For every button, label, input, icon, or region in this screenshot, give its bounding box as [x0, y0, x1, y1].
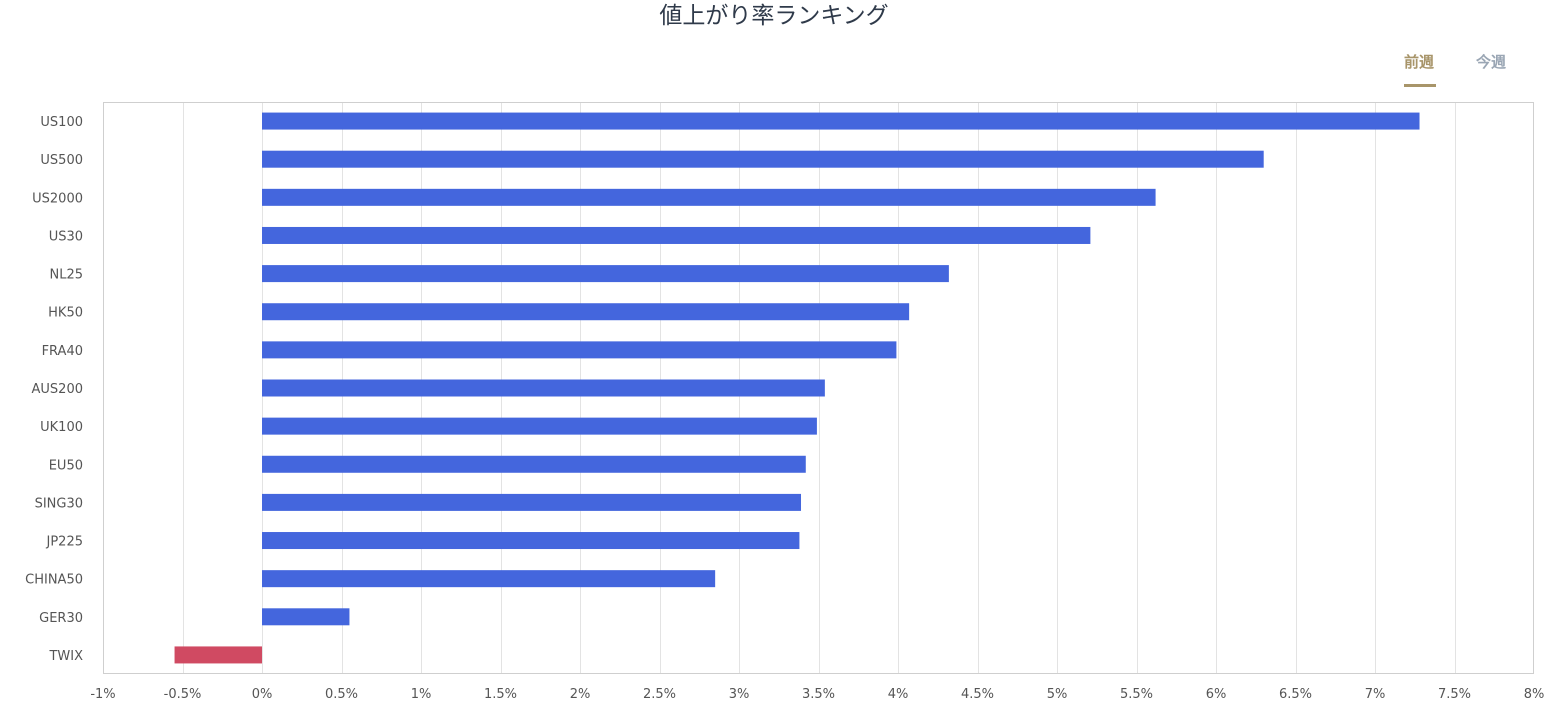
- x-tick-label: 1.5%: [484, 687, 517, 702]
- bar-eu50: [262, 455, 806, 473]
- bar-twix: [174, 646, 262, 664]
- x-tick-label: 5%: [1047, 687, 1068, 702]
- x-tick-label: 0.5%: [325, 687, 358, 702]
- y-tick-label: CHINA50: [25, 573, 83, 588]
- y-tick-label: US500: [40, 153, 83, 168]
- chart-title: 値上がり率ランキング: [659, 3, 889, 29]
- y-tick-label: AUS200: [32, 382, 83, 397]
- x-tick-label: 1%: [411, 687, 432, 702]
- x-tick-label: 6%: [1206, 687, 1227, 702]
- tab-this-week[interactable]: 今週: [1476, 53, 1507, 71]
- x-tick-label: 5.5%: [1120, 687, 1153, 702]
- period-tabs: 前週 今週: [1398, 50, 1528, 90]
- y-tick-label: HK50: [48, 306, 83, 321]
- bar-us2000: [262, 188, 1156, 206]
- y-tick-label: UK100: [40, 420, 83, 435]
- bar-us500: [262, 150, 1264, 168]
- y-tick-label: US2000: [32, 191, 83, 206]
- bar-us100: [262, 112, 1420, 130]
- bar-fra40: [262, 341, 897, 359]
- bar-sing30: [262, 493, 802, 511]
- x-tick-label: 0%: [252, 687, 273, 702]
- y-tick-label: US100: [40, 115, 83, 130]
- bar-hk50: [262, 303, 910, 321]
- y-tick-label: NL25: [49, 268, 83, 283]
- bar-nl25: [262, 265, 949, 283]
- y-tick-label: US30: [49, 229, 83, 244]
- x-tick-label: 7%: [1365, 687, 1386, 702]
- y-tick-label: EU50: [49, 458, 83, 473]
- x-tick-label: 2%: [570, 687, 591, 702]
- x-tick-label: 2.5%: [643, 687, 676, 702]
- x-tick-label: -0.5%: [164, 687, 202, 702]
- x-tick-label: 6.5%: [1279, 687, 1312, 702]
- bar-us30: [262, 226, 1091, 244]
- y-tick-label: JP225: [46, 535, 84, 550]
- y-tick-label: TWIX: [48, 649, 83, 664]
- x-tick-label: 4.5%: [961, 687, 994, 702]
- x-tick-label: 4%: [888, 687, 909, 702]
- bar-jp225: [262, 532, 800, 550]
- x-tick-label: -1%: [90, 687, 115, 702]
- bar-aus200: [262, 379, 825, 397]
- x-tick-label: 7.5%: [1438, 687, 1471, 702]
- plot-frame: [103, 102, 1534, 674]
- tab-previous-week[interactable]: 前週: [1404, 53, 1435, 71]
- y-tick-label: GER30: [39, 611, 83, 626]
- x-tick-label: 3.5%: [802, 687, 835, 702]
- y-tick-label: SING30: [35, 496, 83, 511]
- bar-ger30: [262, 608, 350, 626]
- bar-uk100: [262, 417, 817, 435]
- y-tick-label: FRA40: [42, 344, 83, 359]
- x-tick-label: 8%: [1524, 687, 1545, 702]
- bar-china50: [262, 570, 716, 588]
- active-tab-indicator: [1404, 84, 1436, 87]
- x-tick-label: 3%: [729, 687, 750, 702]
